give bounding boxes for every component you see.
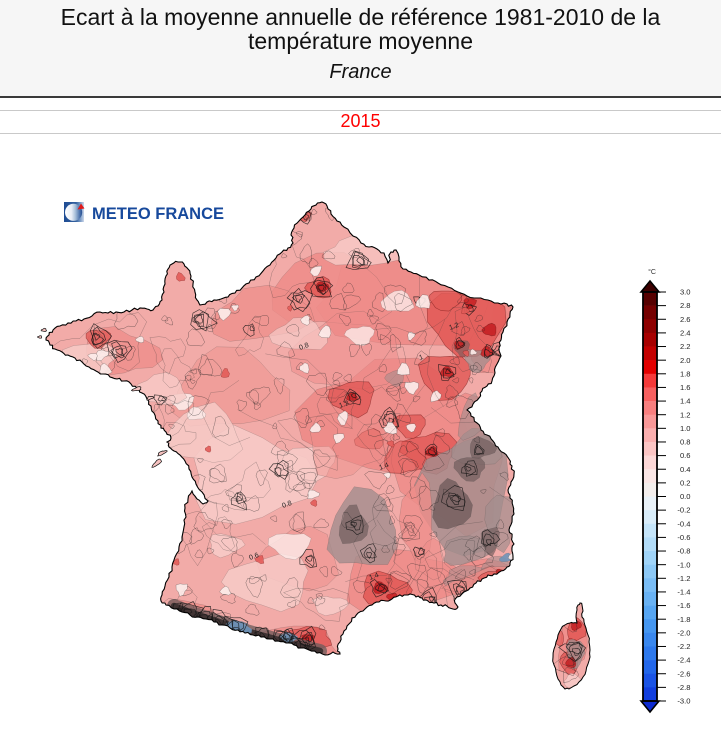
svg-text:1.8: 1.8 <box>680 369 691 378</box>
svg-text:-0.2: -0.2 <box>677 506 690 515</box>
svg-text:2.0: 2.0 <box>680 356 691 365</box>
svg-text:0.8: 0.8 <box>298 342 310 352</box>
svg-text:1.4: 1.4 <box>680 397 691 406</box>
svg-text:0.8: 0.8 <box>281 500 293 510</box>
svg-text:0.6: 0.6 <box>680 451 691 460</box>
svg-text:2.8: 2.8 <box>680 301 691 310</box>
svg-text:2.6: 2.6 <box>680 315 691 324</box>
svg-text:1.4: 1.4 <box>378 462 390 472</box>
svg-text:°C: °C <box>648 268 656 276</box>
svg-text:-0.6: -0.6 <box>677 533 690 542</box>
svg-text:-0.8: -0.8 <box>677 547 690 556</box>
svg-text:0.6: 0.6 <box>248 552 260 562</box>
svg-text:1: 1 <box>418 354 424 362</box>
svg-text:-2.4: -2.4 <box>677 656 690 665</box>
svg-text:2.2: 2.2 <box>680 342 691 351</box>
svg-text:0.2: 0.2 <box>680 478 691 487</box>
svg-text:-3.0: -3.0 <box>677 697 690 706</box>
svg-text:0.0: 0.0 <box>680 492 691 501</box>
svg-text:2.4: 2.4 <box>680 329 691 338</box>
svg-text:-2.0: -2.0 <box>677 628 690 637</box>
svg-text:-2.6: -2.6 <box>677 669 690 678</box>
svg-text:-0.4: -0.4 <box>677 519 690 528</box>
svg-text:-1.2: -1.2 <box>677 574 690 583</box>
svg-text:1.2: 1.2 <box>338 400 350 410</box>
svg-text:0.4: 0.4 <box>680 465 691 474</box>
svg-text:1.6: 1.6 <box>680 383 691 392</box>
svg-text:-1.0: -1.0 <box>677 560 690 569</box>
svg-text:3.0: 3.0 <box>680 288 691 297</box>
svg-text:-2.2: -2.2 <box>677 642 690 651</box>
svg-text:-1.4: -1.4 <box>677 588 690 597</box>
svg-text:1.2: 1.2 <box>448 322 460 332</box>
svg-text:1.4: 1.4 <box>368 572 380 582</box>
svg-text:-1.8: -1.8 <box>677 615 690 624</box>
svg-text:1.0: 1.0 <box>680 424 691 433</box>
svg-text:-2.8: -2.8 <box>677 683 690 692</box>
svg-text:1.2: 1.2 <box>680 410 691 419</box>
svg-text:0.8: 0.8 <box>680 438 691 447</box>
svg-text:-1.6: -1.6 <box>677 601 690 610</box>
